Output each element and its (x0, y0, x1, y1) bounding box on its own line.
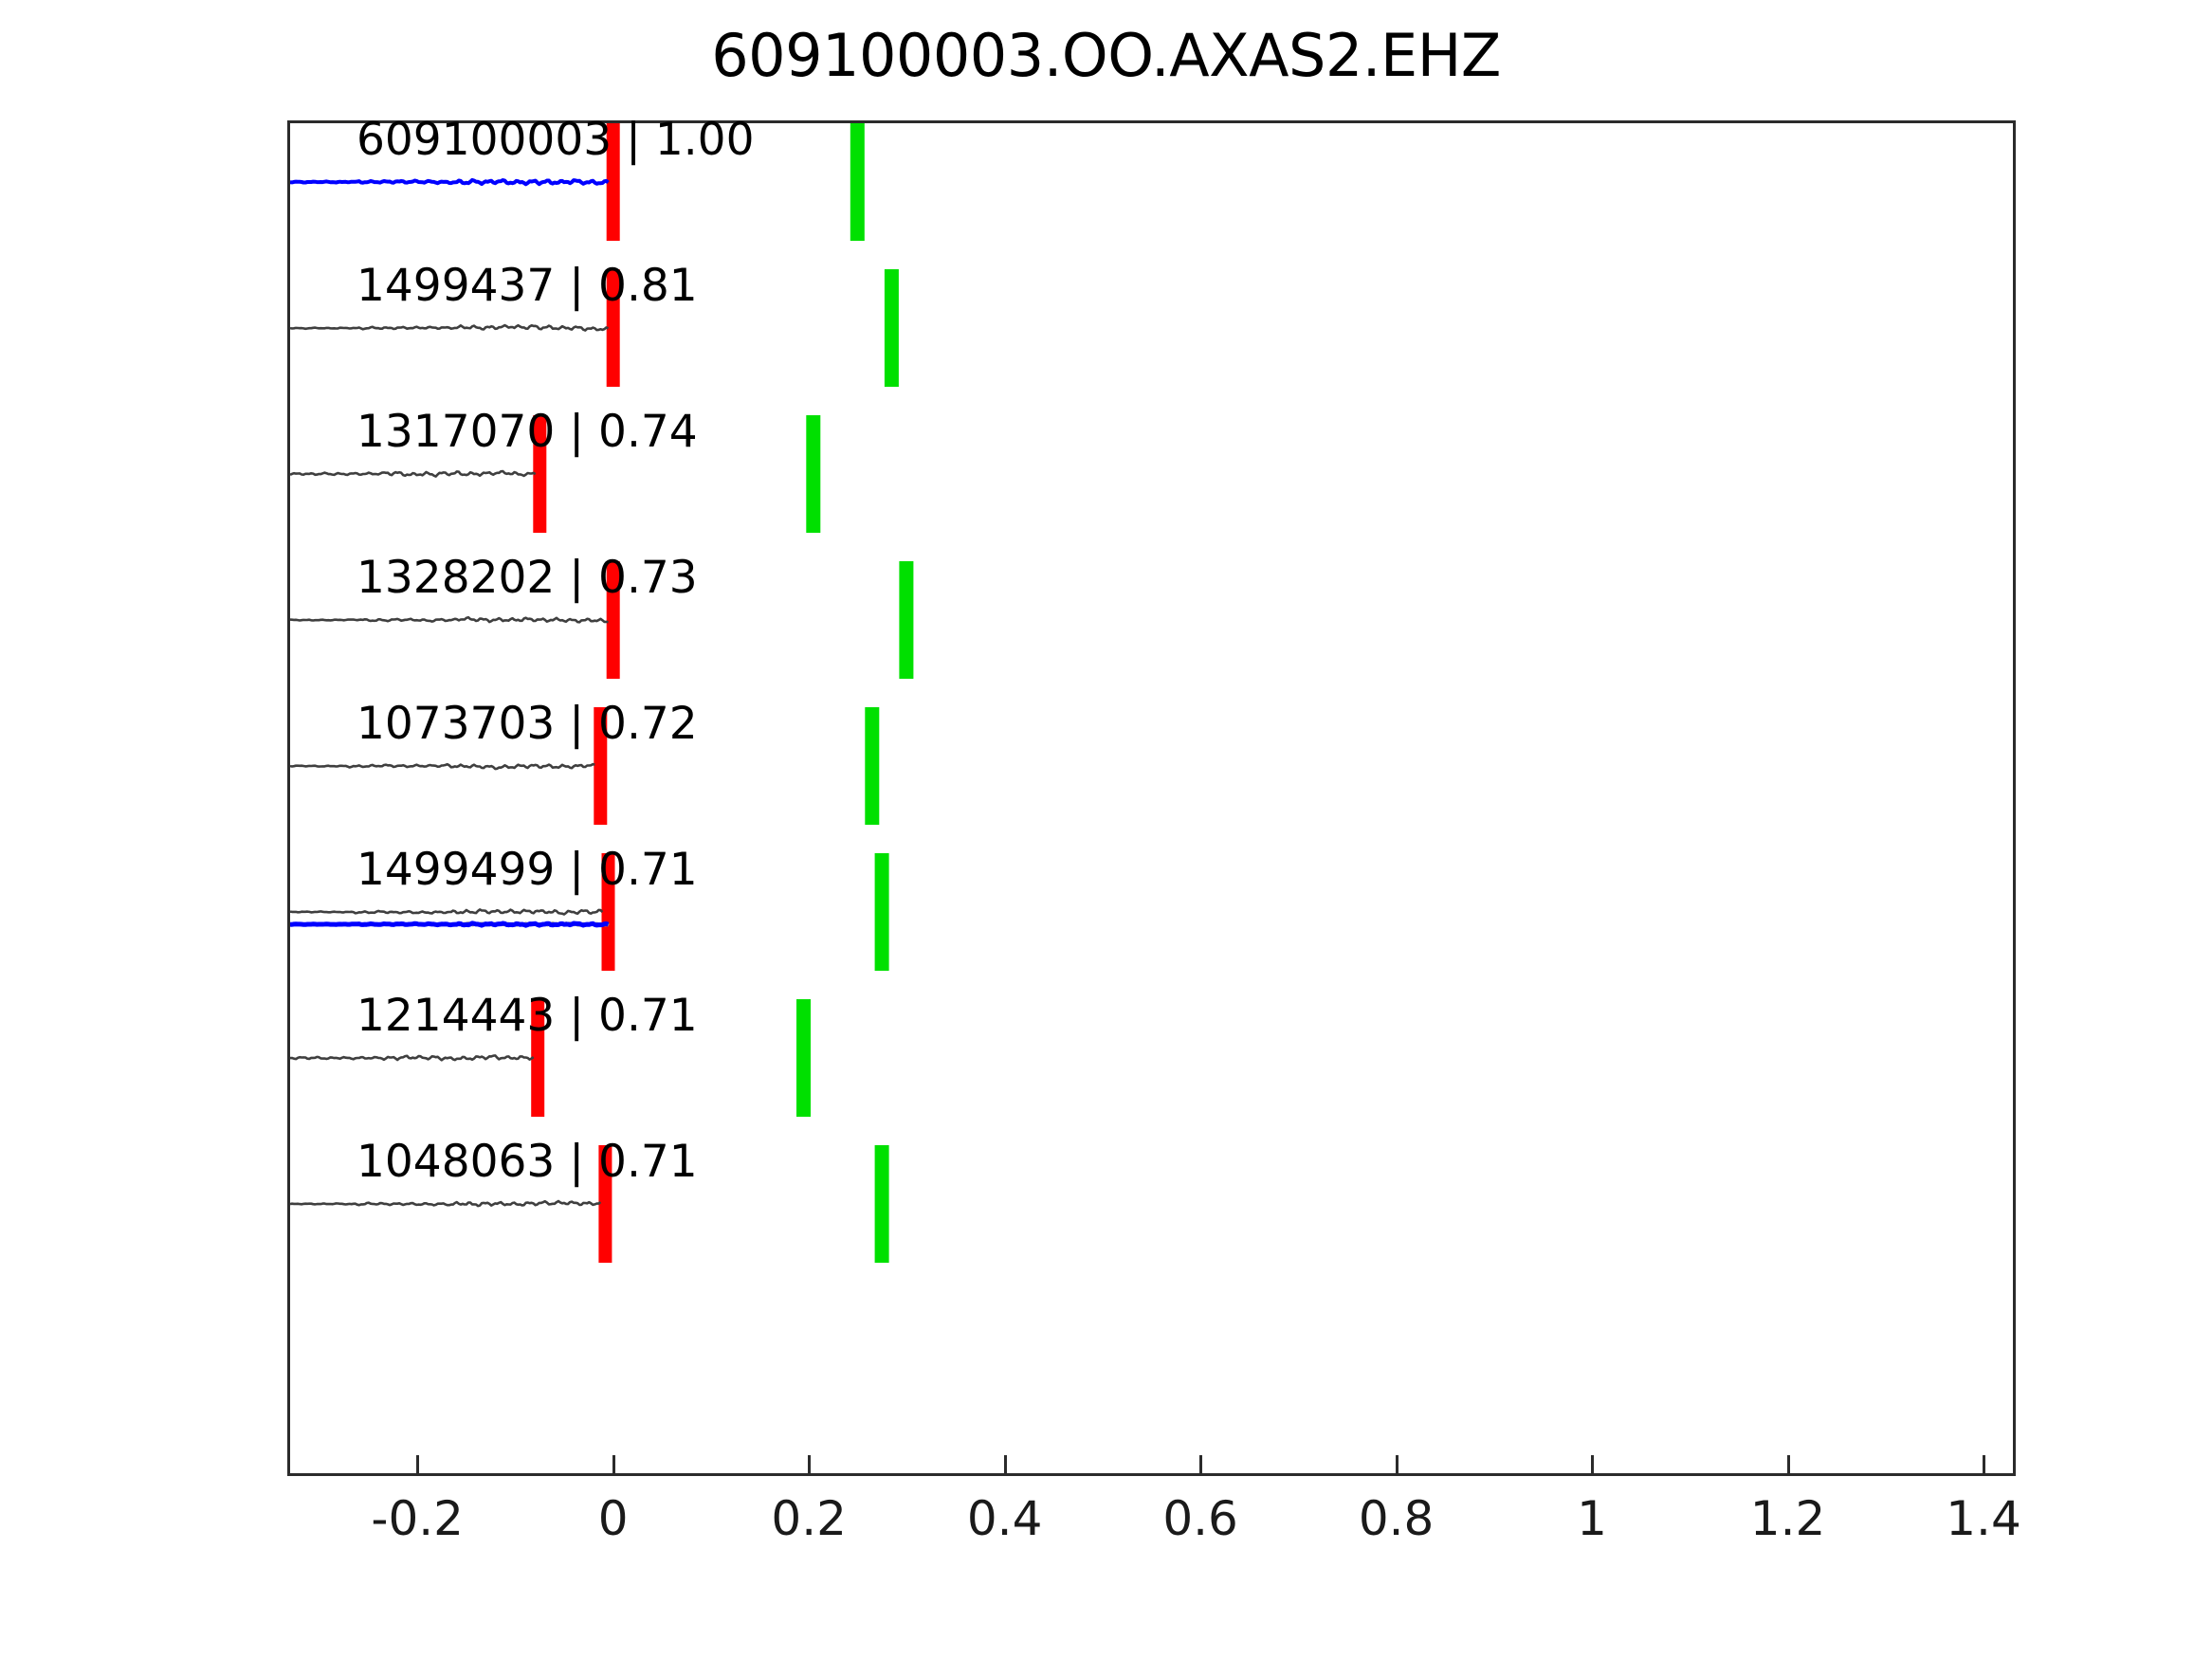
trace-label: 1214443 | 0.71 (356, 990, 698, 1042)
p-pick-marker (598, 1145, 612, 1263)
p-pick-marker (606, 561, 620, 679)
trace-waveform (290, 908, 604, 916)
x-tick-label: 0.8 (1358, 1491, 1435, 1546)
x-tick-mark (1003, 1455, 1007, 1476)
trace-label: 1048063 | 0.71 (356, 1136, 698, 1188)
trace-waveform (290, 177, 610, 187)
trace-label: 1317070 | 0.74 (356, 406, 698, 458)
x-tick-mark (1395, 1455, 1398, 1476)
x-tick-mark (1983, 1455, 1986, 1476)
stack-template-trace (290, 921, 610, 928)
trace-waveform (290, 1199, 602, 1208)
s-pick-marker (884, 269, 899, 387)
p-pick-marker (531, 999, 545, 1117)
p-pick-marker (601, 853, 615, 971)
x-tick-label: 0.4 (966, 1491, 1043, 1546)
p-pick-marker (606, 123, 620, 241)
trace-waveform (290, 469, 537, 478)
x-tick-label: 0.2 (771, 1491, 847, 1546)
x-tick-label: 1.2 (1749, 1491, 1826, 1546)
x-tick-label: 0 (597, 1491, 629, 1546)
x-tick-mark (1199, 1455, 1203, 1476)
plot-area (287, 120, 2016, 1476)
x-tick-mark (1591, 1455, 1595, 1476)
x-tick-mark (416, 1455, 420, 1476)
x-tick-label: 0.6 (1162, 1491, 1238, 1546)
trace-waveform (290, 323, 610, 332)
s-pick-marker (796, 999, 811, 1117)
s-pick-marker (865, 707, 880, 825)
waveform-canvas (290, 123, 914, 1263)
x-tick-mark (612, 1455, 615, 1476)
x-tick-label: 1 (1577, 1491, 1607, 1546)
s-pick-marker (874, 1145, 889, 1263)
p-pick-marker (594, 707, 608, 825)
s-pick-marker (850, 123, 865, 241)
x-tick-mark (808, 1455, 812, 1476)
s-pick-marker (806, 415, 821, 533)
trace-label: 1499437 | 0.81 (356, 260, 698, 312)
s-pick-marker (899, 561, 914, 679)
trace-waveform (290, 615, 609, 624)
trace-label: 1499499 | 0.71 (356, 844, 698, 896)
trace-label: 1073703 | 0.72 (356, 698, 698, 750)
x-tick-label: 1.4 (1946, 1491, 2021, 1546)
p-pick-marker (533, 415, 547, 533)
x-tick-label: -0.2 (371, 1491, 464, 1546)
trace-label: 609100003 | 1.00 (356, 114, 755, 166)
x-tick-mark (1786, 1455, 1790, 1476)
trace-label: 1328202 | 0.73 (356, 552, 698, 604)
s-pick-marker (874, 853, 889, 971)
page-title: 609100003.OO.AXAS2.EHZ (711, 21, 1501, 90)
p-pick-marker (606, 269, 620, 387)
trace-waveform (290, 1054, 535, 1062)
trace-waveform (290, 762, 595, 771)
